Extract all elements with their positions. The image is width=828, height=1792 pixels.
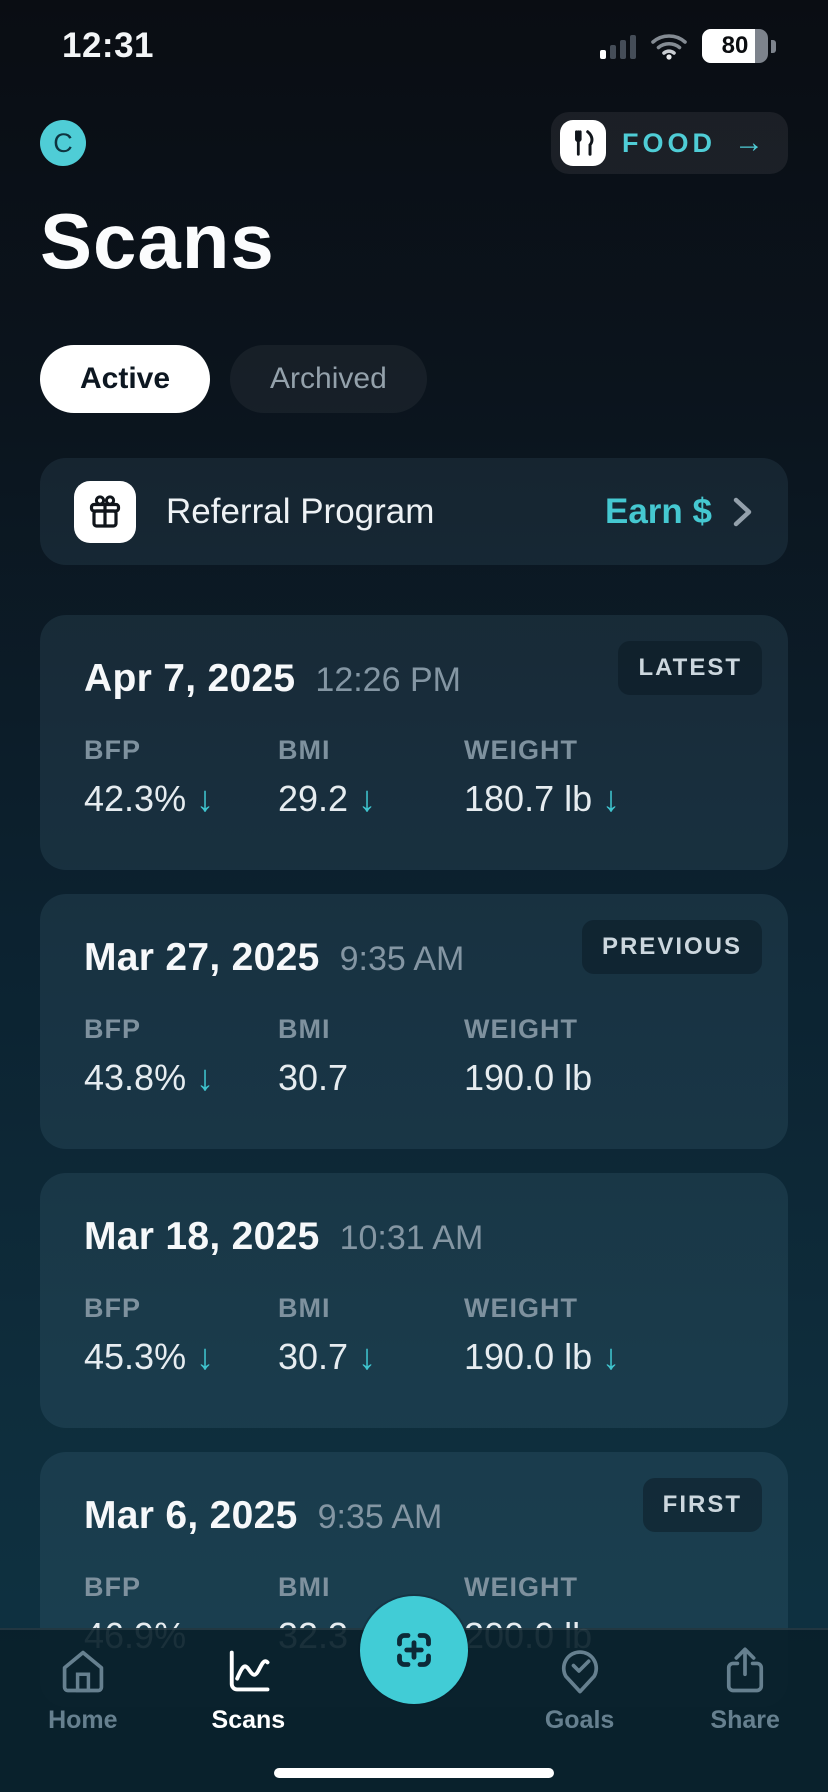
metric-weight: WEIGHT 190.0 lb↓ <box>464 1014 593 1098</box>
nav-home[interactable]: Home <box>0 1646 166 1792</box>
trend-down-icon: ↓ <box>602 1336 621 1377</box>
metric-bmi: BMI 29.2 ↓ <box>278 735 377 819</box>
metric-weight: WEIGHT 190.0 lb↓ <box>464 1293 621 1377</box>
metric-bmi: BMI 30.7↓ <box>278 1014 349 1098</box>
header: C FOOD → <box>40 112 788 174</box>
status-bar: 12:31 80 <box>0 24 828 68</box>
chevron-right-icon <box>733 497 752 526</box>
food-button-label: FOOD <box>622 127 716 158</box>
food-button[interactable]: FOOD → <box>551 112 788 174</box>
nav-goals[interactable]: Goals <box>497 1646 663 1792</box>
scan-time: 10:31 AM <box>339 1219 484 1257</box>
trend-down-icon: ↓ <box>358 1336 377 1377</box>
tab-archived[interactable]: Archived <box>230 345 427 413</box>
metric-bfp: BFP 43.8% ↓ <box>84 1014 215 1098</box>
goals-icon <box>561 1650 598 1694</box>
scan-card[interactable]: Apr 7, 2025 12:26 PM LATEST BFP 42.3% ↓ B… <box>40 615 788 870</box>
scan-card[interactable]: Mar 27, 2025 9:35 AM PREVIOUS BFP 43.8% ↓… <box>40 894 788 1149</box>
tab-active[interactable]: Active <box>40 345 211 413</box>
tab-bar: Active Archived <box>40 345 427 413</box>
share-icon <box>727 1647 764 1693</box>
trend-down-icon: ↓ <box>196 778 215 819</box>
trend-down-icon: ↓ <box>196 1336 215 1377</box>
scan-date: Mar 18, 2025 <box>84 1215 320 1258</box>
home-indicator[interactable] <box>274 1768 554 1778</box>
scan-date: Apr 7, 2025 <box>84 657 296 700</box>
metric-bfp: BFP 42.3% ↓ <box>84 735 215 819</box>
battery-percent: 80 <box>721 32 749 59</box>
clock: 12:31 <box>62 26 155 65</box>
metric-weight: WEIGHT 180.7 lb ↓ <box>464 735 621 819</box>
scan-date: Mar 27, 2025 <box>84 936 320 979</box>
trend-down-icon: ↓ <box>358 778 377 819</box>
trend-down-icon: ↓ <box>196 1057 215 1098</box>
status-badge: PREVIOUS <box>581 920 762 974</box>
page-title: Scans <box>40 197 275 285</box>
avatar[interactable]: C <box>40 120 86 166</box>
scan-card[interactable]: Mar 18, 2025 10:31 AM BFP 45.3% ↓ BMI 30.… <box>40 1173 788 1428</box>
referral-title: Referral Program <box>166 491 435 531</box>
fork-knife-icon <box>560 120 606 166</box>
gift-icon <box>74 480 136 543</box>
food-arrow-icon: → <box>734 126 764 159</box>
status-badge: LATEST <box>618 641 762 695</box>
earn-label: Earn $ <box>605 491 712 531</box>
battery-icon: 80 <box>702 29 768 63</box>
wifi-icon <box>651 34 687 60</box>
scan-time: 12:26 PM <box>315 661 461 699</box>
metric-bfp: BFP 45.3% ↓ <box>84 1293 215 1377</box>
cellular-signal-icon <box>600 33 636 59</box>
new-scan-button[interactable] <box>360 1596 468 1704</box>
nav-scans[interactable]: Scans <box>166 1646 332 1792</box>
bottom-nav: Home Scans Goals <box>0 1596 828 1792</box>
referral-program-card[interactable]: Referral Program Earn $ <box>40 458 788 565</box>
scan-time: 9:35 AM <box>317 1498 443 1536</box>
battery-nub <box>771 39 776 53</box>
scan-date: Mar 6, 2025 <box>84 1494 298 1537</box>
scan-list: Apr 7, 2025 12:26 PM LATEST BFP 42.3% ↓ B… <box>40 615 788 1707</box>
scan-time: 9:35 AM <box>339 940 465 978</box>
metric-bmi: BMI 30.7↓ <box>278 1293 377 1377</box>
scans-chart-icon <box>230 1650 270 1692</box>
trend-down-icon: ↓ <box>602 778 621 819</box>
scan-viewfinder-icon <box>397 1633 431 1667</box>
nav-share[interactable]: Share <box>662 1646 828 1792</box>
home-icon <box>62 1650 104 1693</box>
status-badge: FIRST <box>642 1478 762 1532</box>
